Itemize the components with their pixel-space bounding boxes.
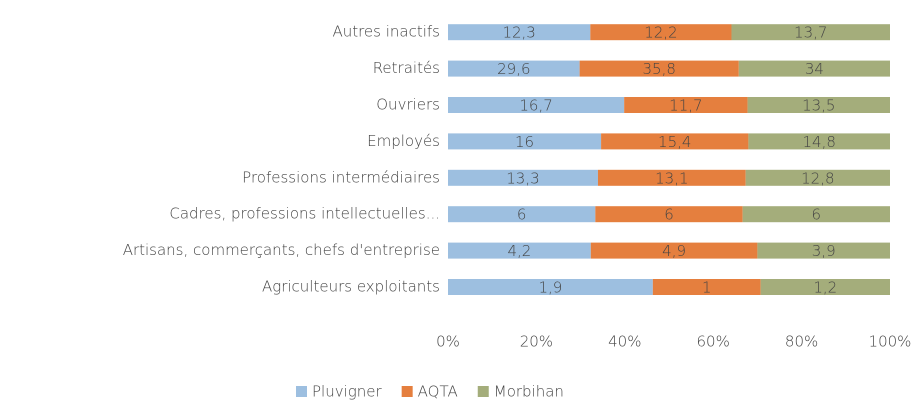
data-label: 12,8 [801, 169, 834, 187]
x-tick-label: 80% [785, 333, 818, 351]
data-label: 1,9 [538, 279, 562, 297]
bar-segment [738, 60, 890, 77]
data-label: 13,5 [802, 97, 835, 115]
legend-label: AQTA [418, 383, 458, 401]
data-label: 11,7 [669, 97, 702, 115]
data-label: 16 [515, 133, 534, 151]
data-label: 12,3 [502, 24, 535, 42]
x-tick-label: 100% [869, 333, 912, 351]
data-label: 14,8 [803, 133, 836, 151]
bar-segment [448, 60, 580, 77]
y-tick-label: Agriculteurs exploitants [262, 278, 440, 296]
data-label: 13,7 [794, 24, 827, 42]
bar-segment [448, 24, 591, 41]
bar-segment [579, 60, 739, 77]
bar-segment [448, 242, 591, 259]
x-tick-label: 40% [608, 333, 641, 351]
legend-label: Morbihan [494, 383, 564, 401]
data-label: 6 [517, 206, 527, 224]
data-label: 13,1 [655, 169, 688, 187]
data-label: 6 [664, 206, 674, 224]
bar-segment [745, 169, 890, 186]
bar-segment [624, 97, 748, 113]
legend-swatch [296, 386, 307, 397]
data-label: 15,4 [658, 133, 691, 151]
bar-segment [590, 242, 758, 259]
legend-label: Pluvigner [312, 383, 383, 401]
bar-segment [652, 279, 761, 295]
data-label: 12,2 [644, 24, 677, 42]
data-label: 1,2 [813, 279, 837, 297]
bar-segment [590, 24, 732, 41]
data-label: 13,3 [506, 169, 539, 187]
data-label: 16,7 [519, 97, 552, 115]
x-tick-label: 60% [697, 333, 730, 351]
data-label: 35,8 [643, 60, 676, 78]
x-tick-label: 20% [520, 333, 553, 351]
bar-segment [731, 24, 890, 41]
y-tick-label: Retraités [373, 59, 440, 77]
bar-segment [448, 97, 625, 113]
bar-segment [760, 279, 890, 295]
data-label: 4,2 [507, 242, 531, 260]
bar-segment [601, 133, 749, 150]
data-label: 1 [702, 279, 712, 297]
x-tick-label: 0% [436, 333, 460, 351]
bar-segment [448, 206, 596, 223]
bar-segment [448, 133, 602, 150]
y-tick-label: Cadres, professions intellectuelles... [169, 205, 440, 223]
bar-segment [742, 206, 890, 223]
bar-segment [747, 97, 890, 113]
bar-segment [595, 206, 743, 223]
data-label: 3,9 [812, 242, 836, 260]
bar-segment [448, 279, 653, 295]
legend-swatch [477, 386, 489, 397]
legend-swatch [401, 386, 413, 397]
y-tick-label: Ouvriers [376, 96, 440, 114]
data-label: 6 [812, 206, 822, 224]
bar-segment [757, 242, 890, 259]
y-tick-label: Autres inactifs [332, 23, 440, 41]
y-tick-label: Employés [367, 132, 440, 150]
data-label: 4,9 [662, 242, 686, 260]
y-tick-label: Professions intermédiaires [242, 168, 440, 186]
y-tick-label: Artisans, commerçants, chefs d'entrepris… [123, 241, 440, 259]
data-label: 34 [805, 60, 824, 78]
bar-segment [748, 133, 890, 150]
bar-segment [448, 169, 598, 186]
bar-segment [597, 169, 746, 186]
data-label: 29,6 [497, 60, 530, 78]
